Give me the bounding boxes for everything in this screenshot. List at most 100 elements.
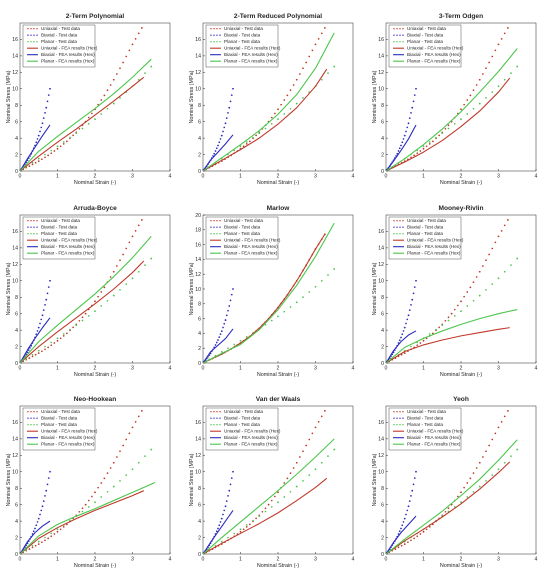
data-point	[31, 161, 34, 164]
data-point	[87, 315, 90, 317]
data-point	[106, 472, 109, 474]
data-point	[119, 96, 121, 99]
data-point	[131, 468, 134, 471]
y-tick-label: 0	[381, 552, 384, 558]
data-point	[144, 264, 146, 267]
data-point	[277, 108, 279, 111]
y-tick-label: 2	[381, 344, 384, 350]
data-point	[220, 540, 223, 543]
data-point	[264, 510, 267, 513]
legend-marker	[27, 233, 29, 235]
series-line-pl_fea	[386, 48, 518, 171]
data-point	[441, 132, 444, 135]
data-point	[488, 253, 491, 256]
y-tick-label: 6	[381, 502, 384, 508]
legend-marker	[399, 424, 401, 426]
data-point	[125, 247, 128, 250]
x-tick-label: 4	[169, 366, 172, 372]
data-point	[327, 455, 329, 458]
series-line-uni_fea	[203, 68, 328, 171]
y-tick-label: 12	[378, 70, 384, 76]
data-point	[466, 99, 469, 101]
x-tick-label: 0	[385, 557, 388, 563]
data-point	[78, 319, 81, 322]
data-point	[131, 277, 134, 280]
data-point	[283, 113, 286, 115]
data-point	[87, 123, 90, 125]
data-point	[78, 127, 81, 130]
legend-label: Planar - FEA results (Hex)	[407, 59, 461, 64]
data-point	[407, 541, 409, 544]
data-point	[218, 141, 221, 144]
x-tick-label: 4	[352, 557, 355, 563]
data-point	[222, 513, 224, 516]
data-point	[245, 143, 248, 145]
data-point	[106, 107, 109, 110]
data-point	[215, 147, 218, 150]
y-tick-label: 4	[15, 519, 18, 525]
data-point	[140, 27, 143, 29]
data-point	[100, 305, 103, 307]
x-tick-label: 0	[19, 557, 22, 563]
data-point	[398, 339, 401, 342]
y-tick-label: 18	[195, 228, 201, 234]
data-point	[408, 309, 411, 311]
data-point	[137, 78, 140, 81]
y-tick-label: 10	[195, 87, 201, 93]
x-tick-label: 2	[460, 174, 463, 180]
x-tick-label: 3	[497, 557, 500, 563]
data-point	[47, 477, 50, 479]
legend-label: Uniaxial - Test data	[407, 26, 446, 31]
y-tick-label: 8	[198, 486, 201, 492]
data-point	[28, 357, 31, 359]
x-tick-label: 1	[56, 557, 59, 563]
legend-label: Planar - Test data	[224, 39, 260, 44]
data-point	[403, 352, 406, 355]
data-point	[397, 546, 400, 549]
data-point	[475, 467, 478, 469]
series-group	[203, 222, 336, 363]
data-point	[408, 500, 411, 502]
data-point	[410, 539, 412, 542]
data-point	[245, 526, 248, 528]
chart-title: Yeoh	[453, 396, 469, 403]
legend-label: Planar - FEA results (Hex)	[224, 251, 278, 256]
data-point	[428, 141, 431, 143]
legend-marker	[33, 220, 35, 222]
data-point	[131, 426, 134, 429]
data-point	[453, 315, 456, 317]
data-point	[447, 319, 450, 322]
y-tick-label: 20	[195, 213, 201, 219]
y-tick-label: 12	[378, 262, 384, 268]
x-axis-label: Nominal Strain (-)	[74, 563, 116, 569]
x-axis-label: Nominal Strain (-)	[440, 563, 482, 569]
data-point	[398, 147, 401, 150]
x-tick-label: 0	[202, 557, 205, 563]
series-line-pl_fea	[386, 439, 518, 554]
data-point	[460, 108, 462, 111]
data-point	[125, 55, 128, 58]
legend-marker	[30, 424, 32, 426]
x-tick-label: 2	[94, 557, 97, 563]
data-point	[87, 499, 90, 502]
data-point	[69, 328, 71, 331]
data-point	[84, 503, 87, 506]
data-point	[460, 118, 462, 121]
y-tick-label: 6	[381, 311, 384, 317]
data-point	[37, 157, 40, 160]
data-point	[497, 468, 500, 471]
legend-marker	[213, 233, 215, 235]
data-point	[317, 421, 320, 423]
data-point	[217, 339, 219, 341]
data-point	[453, 123, 456, 125]
legend-box	[388, 407, 462, 451]
data-point	[40, 318, 43, 321]
data-point	[245, 524, 248, 526]
data-point	[59, 528, 62, 531]
legend-label: Biaxial - FEA results (Hex)	[224, 52, 278, 57]
data-point	[283, 482, 286, 484]
data-point	[400, 353, 403, 356]
